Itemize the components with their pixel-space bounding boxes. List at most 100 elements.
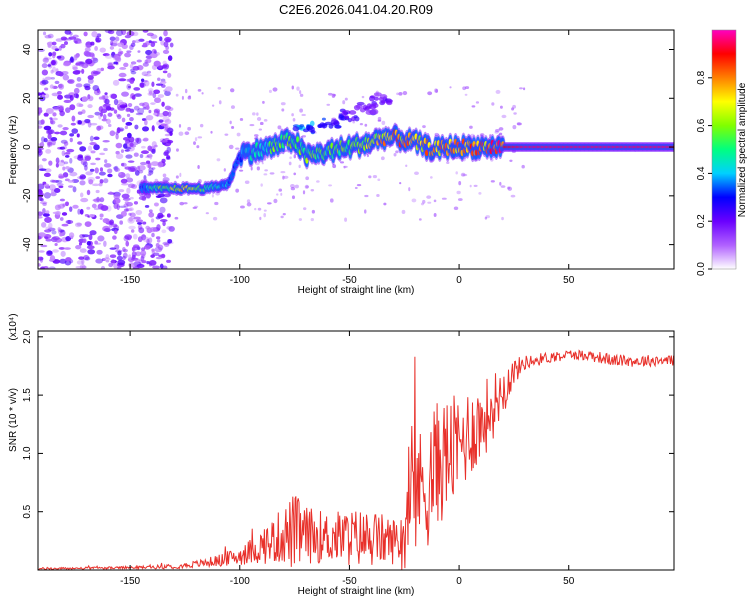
- noise-blob: [124, 166, 132, 170]
- noise-blob: [93, 136, 100, 141]
- noise-blob: [43, 56, 49, 62]
- noise-blob: [165, 38, 171, 43]
- noise-blob: [62, 127, 69, 131]
- noise-blob: [50, 69, 54, 74]
- noise-blob: [146, 261, 150, 265]
- scatter-blob: [498, 127, 504, 131]
- noise-blob: [98, 96, 103, 100]
- noise-blob: [139, 82, 145, 88]
- noise-blob: [135, 219, 144, 223]
- noise-blob: [125, 177, 134, 183]
- noise-blob: [125, 240, 130, 247]
- scatter-blob: [259, 216, 262, 221]
- scatter-blob: [281, 108, 285, 112]
- noise-blob: [135, 112, 144, 116]
- scatter-blob: [359, 123, 363, 126]
- noise-blob: [48, 52, 53, 57]
- spectrogram-y-tick-label: 0: [22, 144, 33, 150]
- noise-blob: [47, 62, 53, 69]
- noise-blob: [128, 136, 135, 143]
- noise-blob: [115, 133, 119, 140]
- noise-blob: [48, 142, 53, 147]
- noise-blob: [150, 254, 155, 258]
- noise-blob: [166, 146, 171, 153]
- noise-blob: [113, 197, 121, 204]
- colorbar-gradient: [711, 29, 737, 270]
- scatter-blob: [301, 135, 306, 138]
- noise-blob: [109, 191, 113, 195]
- scatter-blob: [521, 164, 525, 169]
- noise-blob: [87, 176, 95, 182]
- noise-blob: [93, 144, 100, 151]
- scatter-blob: [310, 189, 315, 192]
- snr-y-tick-label: 1.0: [22, 446, 33, 460]
- scatter-blob: [205, 212, 209, 215]
- noise-blob: [131, 251, 137, 257]
- noise-blob: [119, 220, 123, 225]
- noise-blob: [117, 103, 121, 110]
- scatter-blob: [194, 137, 198, 142]
- noise-blob: [41, 94, 45, 98]
- snr-y-tick-label: 2.0: [22, 329, 33, 343]
- scatter-blob: [230, 105, 235, 109]
- noise-blob: [65, 166, 70, 170]
- noise-blob: [118, 189, 125, 193]
- noise-blob: [84, 44, 92, 49]
- noise-blob: [41, 158, 47, 162]
- noise-blob: [87, 94, 91, 100]
- noise-blob: [67, 219, 71, 225]
- noise-blob: [113, 109, 118, 114]
- scatter-blob: [490, 180, 495, 183]
- noise-blob: [120, 210, 127, 217]
- noise-blob: [90, 162, 97, 166]
- noise-blob: [141, 80, 148, 83]
- scatter-blob: [449, 86, 452, 89]
- scatter-blob: [268, 89, 272, 93]
- noise-blob: [60, 250, 66, 257]
- noise-blob: [51, 179, 60, 183]
- scatter-blob: [178, 124, 182, 128]
- noise-blob: [79, 61, 86, 65]
- noise-blob: [127, 102, 133, 108]
- scatter-blob: [187, 126, 192, 131]
- secondary-band-blob: [331, 122, 336, 126]
- noise-blob: [75, 244, 82, 250]
- noise-blob: [99, 152, 106, 156]
- noise-blob: [166, 127, 174, 134]
- scatter-blob: [260, 183, 263, 187]
- spectrogram-y-tick-label: 20: [22, 92, 33, 104]
- noise-blob: [132, 65, 140, 71]
- scatter-blob: [246, 202, 252, 207]
- noise-blob: [146, 238, 150, 245]
- scatter-blob: [223, 168, 226, 172]
- noise-blob: [68, 232, 75, 239]
- scatter-blob: [280, 102, 286, 106]
- colorbar-tick-label: 0.6: [696, 118, 707, 132]
- noise-blob: [122, 136, 130, 141]
- secondary-band-blob: [373, 92, 382, 97]
- scatter-blob: [197, 164, 200, 170]
- secondary-band-blob: [344, 115, 350, 120]
- colorbar-tick-label: 0.4: [696, 166, 707, 180]
- scatter-blob: [512, 104, 517, 109]
- noise-blob: [78, 256, 85, 260]
- noise-blob: [76, 76, 82, 82]
- noise-blob: [128, 216, 134, 222]
- noise-blob: [40, 136, 46, 143]
- noise-blob: [156, 239, 161, 243]
- noise-blob: [144, 119, 148, 126]
- noise-blob: [87, 104, 93, 109]
- noise-blob: [109, 46, 115, 50]
- scatter-blob: [396, 92, 399, 96]
- scatter-blob: [433, 199, 437, 203]
- colorbar: 0.0 0.2 0.4 0.6 0.8 Normalized spectral ampl…: [696, 29, 748, 276]
- scatter-blob: [299, 93, 304, 97]
- scatter-blob: [344, 97, 348, 101]
- scatter-blob: [291, 113, 294, 117]
- scatter-blob: [354, 186, 358, 190]
- noise-blob: [147, 162, 152, 169]
- spectrogram-y-tick-label: -20: [22, 188, 33, 203]
- noise-blob: [47, 133, 52, 140]
- scatter-blob: [377, 178, 381, 181]
- spectrogram-x-axis-title: Height of straight line (km): [298, 285, 415, 296]
